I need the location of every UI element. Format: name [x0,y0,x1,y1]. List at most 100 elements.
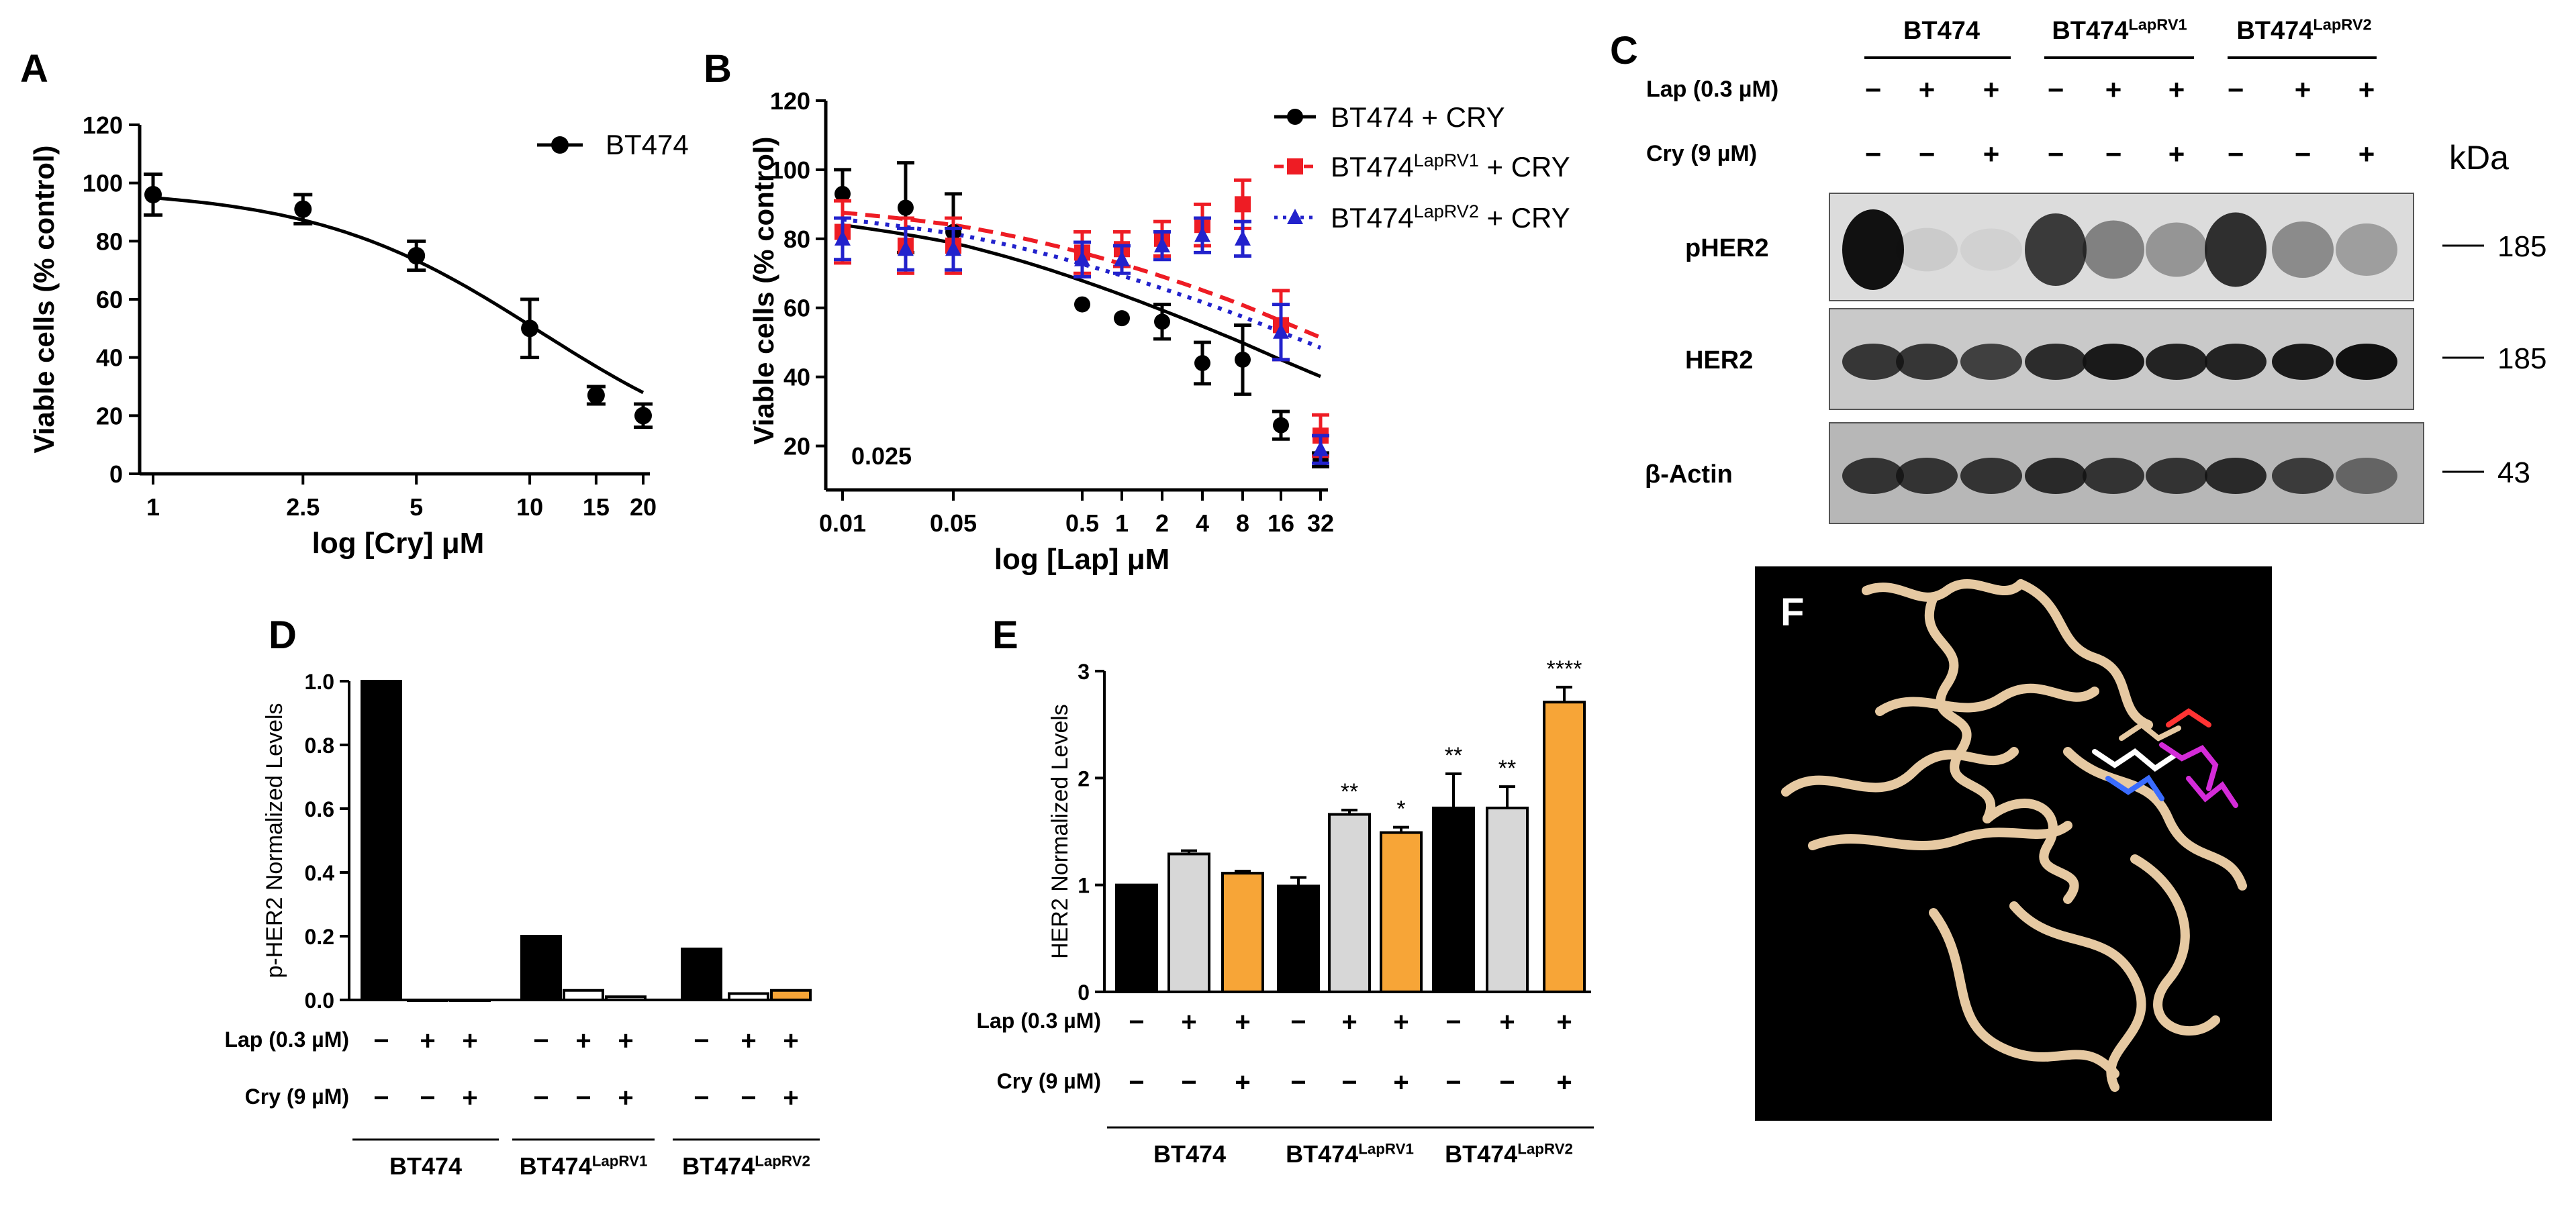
bar [520,935,562,1001]
bar [681,948,722,1001]
y-tick-label: 3 [1078,660,1090,684]
legend-main: BT474 [1331,151,1414,183]
legend-main: BT474 [1331,202,1414,234]
y-axis-title: Viable cells (% control) [748,136,779,444]
treatment-sign: − [1919,138,1936,170]
panel-b-chart: 20 40 60 80 100 120 0.01 0.05 0.5 1 2 4 8 16 32 log [La… [748,87,1570,576]
treatment-sign: − [533,1026,548,1056]
bar [361,680,402,1001]
x-axis-title: log [Cry] μM [312,527,485,560]
blot-band [2083,458,2144,494]
y-tick-label: 1 [1078,874,1090,898]
kda-label: kDa [2449,139,2509,177]
bar [1543,701,1586,993]
label-main: BT474 [1903,17,1980,45]
y-tick-label: 0.6 [305,797,334,821]
data-point [897,240,914,256]
kda-value: 185 [2497,230,2546,263]
blot-band [2272,221,2334,278]
blot-band [1960,344,2022,380]
y-tick-label: 60 [96,286,123,313]
x-tick-label: 15 [583,493,610,521]
y-tick-label: 20 [783,433,810,460]
treatment-sign: − [1445,1068,1461,1097]
x-tick-label: 8 [1236,509,1249,537]
label-main: BT474 [2052,17,2128,45]
y-tick-label: 0.4 [305,861,335,885]
blot-band [2083,220,2144,279]
treatment-sign: − [2228,74,2244,105]
label-main: BT474 [389,1152,462,1180]
y-axis-title: Viable cells (% control) [28,145,60,453]
legend-marker [1287,109,1303,125]
blot-band [2205,212,2267,287]
treatment-sign: + [2295,74,2311,105]
data-point [945,240,961,256]
data-point [1074,250,1090,266]
bar [1277,885,1320,994]
treatment-sign: − [741,1083,756,1113]
blot-band [2146,222,2207,277]
treatment-sign: − [1290,1068,1306,1097]
bar [1221,872,1264,994]
y-tick-label: 20 [96,402,123,430]
label-superscript: LapRV1 [592,1152,648,1169]
label-main: BT474 [1286,1140,1358,1168]
data-point [408,247,426,264]
fit-curve-series-0 [842,223,1321,379]
x-tick-label: 1 [1115,509,1129,537]
group-label: BT474LapRV1 [520,1152,648,1180]
panel-d-label: D [269,613,297,657]
data-point [1114,310,1130,327]
x-tick-label: 0.05 [930,509,977,537]
label-main: BT474 [1445,1140,1517,1168]
legend-label: BT474 [606,129,689,160]
treatment-sign: − [1865,138,1882,170]
group-label: BT474 [1153,1140,1226,1168]
blot-band [1960,458,2022,494]
significance-marker: ** [1498,756,1516,781]
treatment-row-label: Lap (0.3 µM) [224,1027,349,1052]
blot-label: pHER2 [1685,234,1769,262]
treatment-sign: − [1129,1007,1144,1037]
bar [1486,806,1529,993]
label-main: BT474 [1153,1140,1226,1168]
y-tick-label: 80 [783,225,810,253]
group-label: BT474LapRV2 [682,1152,810,1180]
data-point [1194,226,1210,242]
y-tick-label: 2 [1078,766,1090,791]
treatment-sign: + [1235,1007,1250,1037]
panel-b-ic50-annotation: 0.025 [851,442,912,470]
legend-marker [551,136,569,154]
y-tick-label: 0.2 [305,925,334,949]
treatment-row-label: Cry (9 µM) [997,1069,1101,1093]
y-tick-label: 100 [770,156,810,184]
y-tick-label: 1.0 [305,670,334,694]
treatment-sign: − [2105,138,2122,170]
panel-a-label: A [20,47,48,91]
treatment-sign: + [783,1083,798,1113]
significance-marker: ** [1341,779,1358,805]
treatment-sign: − [1445,1007,1461,1037]
legend-suffix: + CRY [1479,151,1570,183]
group-label: BT474 [389,1152,462,1180]
y-tick-label: 0 [109,460,123,488]
legend-marker [1287,209,1303,224]
ligand-sticks [2092,708,2238,808]
treatment-row-label: Lap (0.3 µM) [976,1009,1101,1033]
y-tick-label: 120 [770,87,810,115]
treatment-sign: + [783,1026,798,1056]
legend-suffix: + CRY [1479,202,1570,234]
treatment-sign: + [618,1026,633,1056]
treatment-sign: − [1129,1068,1144,1097]
blot-strip [1829,193,2414,301]
group-label: BT474LapRV1 [1286,1140,1414,1168]
x-tick-label: 2.5 [286,493,320,521]
y-tick-label: 60 [783,295,810,322]
x-tick-label: 5 [410,493,423,521]
blot-band [2336,223,2397,276]
label-main: BT474 [682,1152,755,1180]
blot-band [2205,458,2267,494]
